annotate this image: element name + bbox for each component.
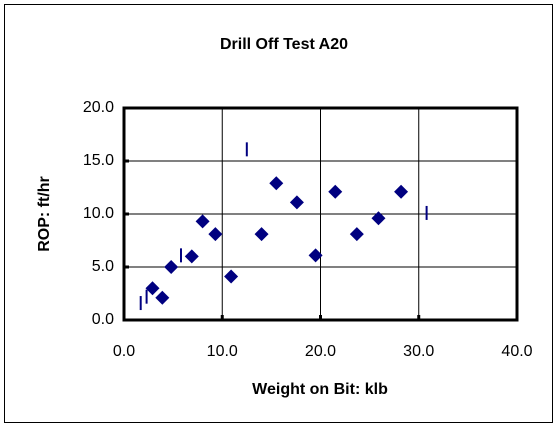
x-tick-label: 30.0 <box>403 343 434 360</box>
point <box>164 260 179 274</box>
x-tick-label: 10.0 <box>207 343 238 360</box>
point <box>269 176 284 191</box>
y-tick-label: 5.0 <box>92 258 114 275</box>
point <box>371 211 386 226</box>
point <box>208 227 223 242</box>
chart-title: Drill Off Test A20 <box>220 36 348 53</box>
point <box>224 269 239 284</box>
x-axis-label: Weight on Bit: klb <box>252 381 388 398</box>
x-tick-label: 40.0 <box>501 343 532 360</box>
point <box>308 248 323 263</box>
point <box>184 249 199 264</box>
point <box>155 290 170 305</box>
plot-area <box>122 106 519 322</box>
y-tick-label: 15.0 <box>83 152 114 169</box>
y-tick-label: 0.0 <box>92 311 114 328</box>
point <box>328 184 343 199</box>
point <box>289 195 304 210</box>
x-tick-label: 20.0 <box>305 343 336 360</box>
x-tick-label: 0.0 <box>113 343 135 360</box>
y-axis-label: ROP: ft/hr <box>36 176 53 252</box>
y-tick-label: 20.0 <box>83 99 114 116</box>
point <box>394 184 409 199</box>
point <box>254 227 269 242</box>
point <box>145 281 160 296</box>
point <box>195 214 210 229</box>
point <box>349 227 364 242</box>
y-tick-label: 10.0 <box>83 205 114 222</box>
